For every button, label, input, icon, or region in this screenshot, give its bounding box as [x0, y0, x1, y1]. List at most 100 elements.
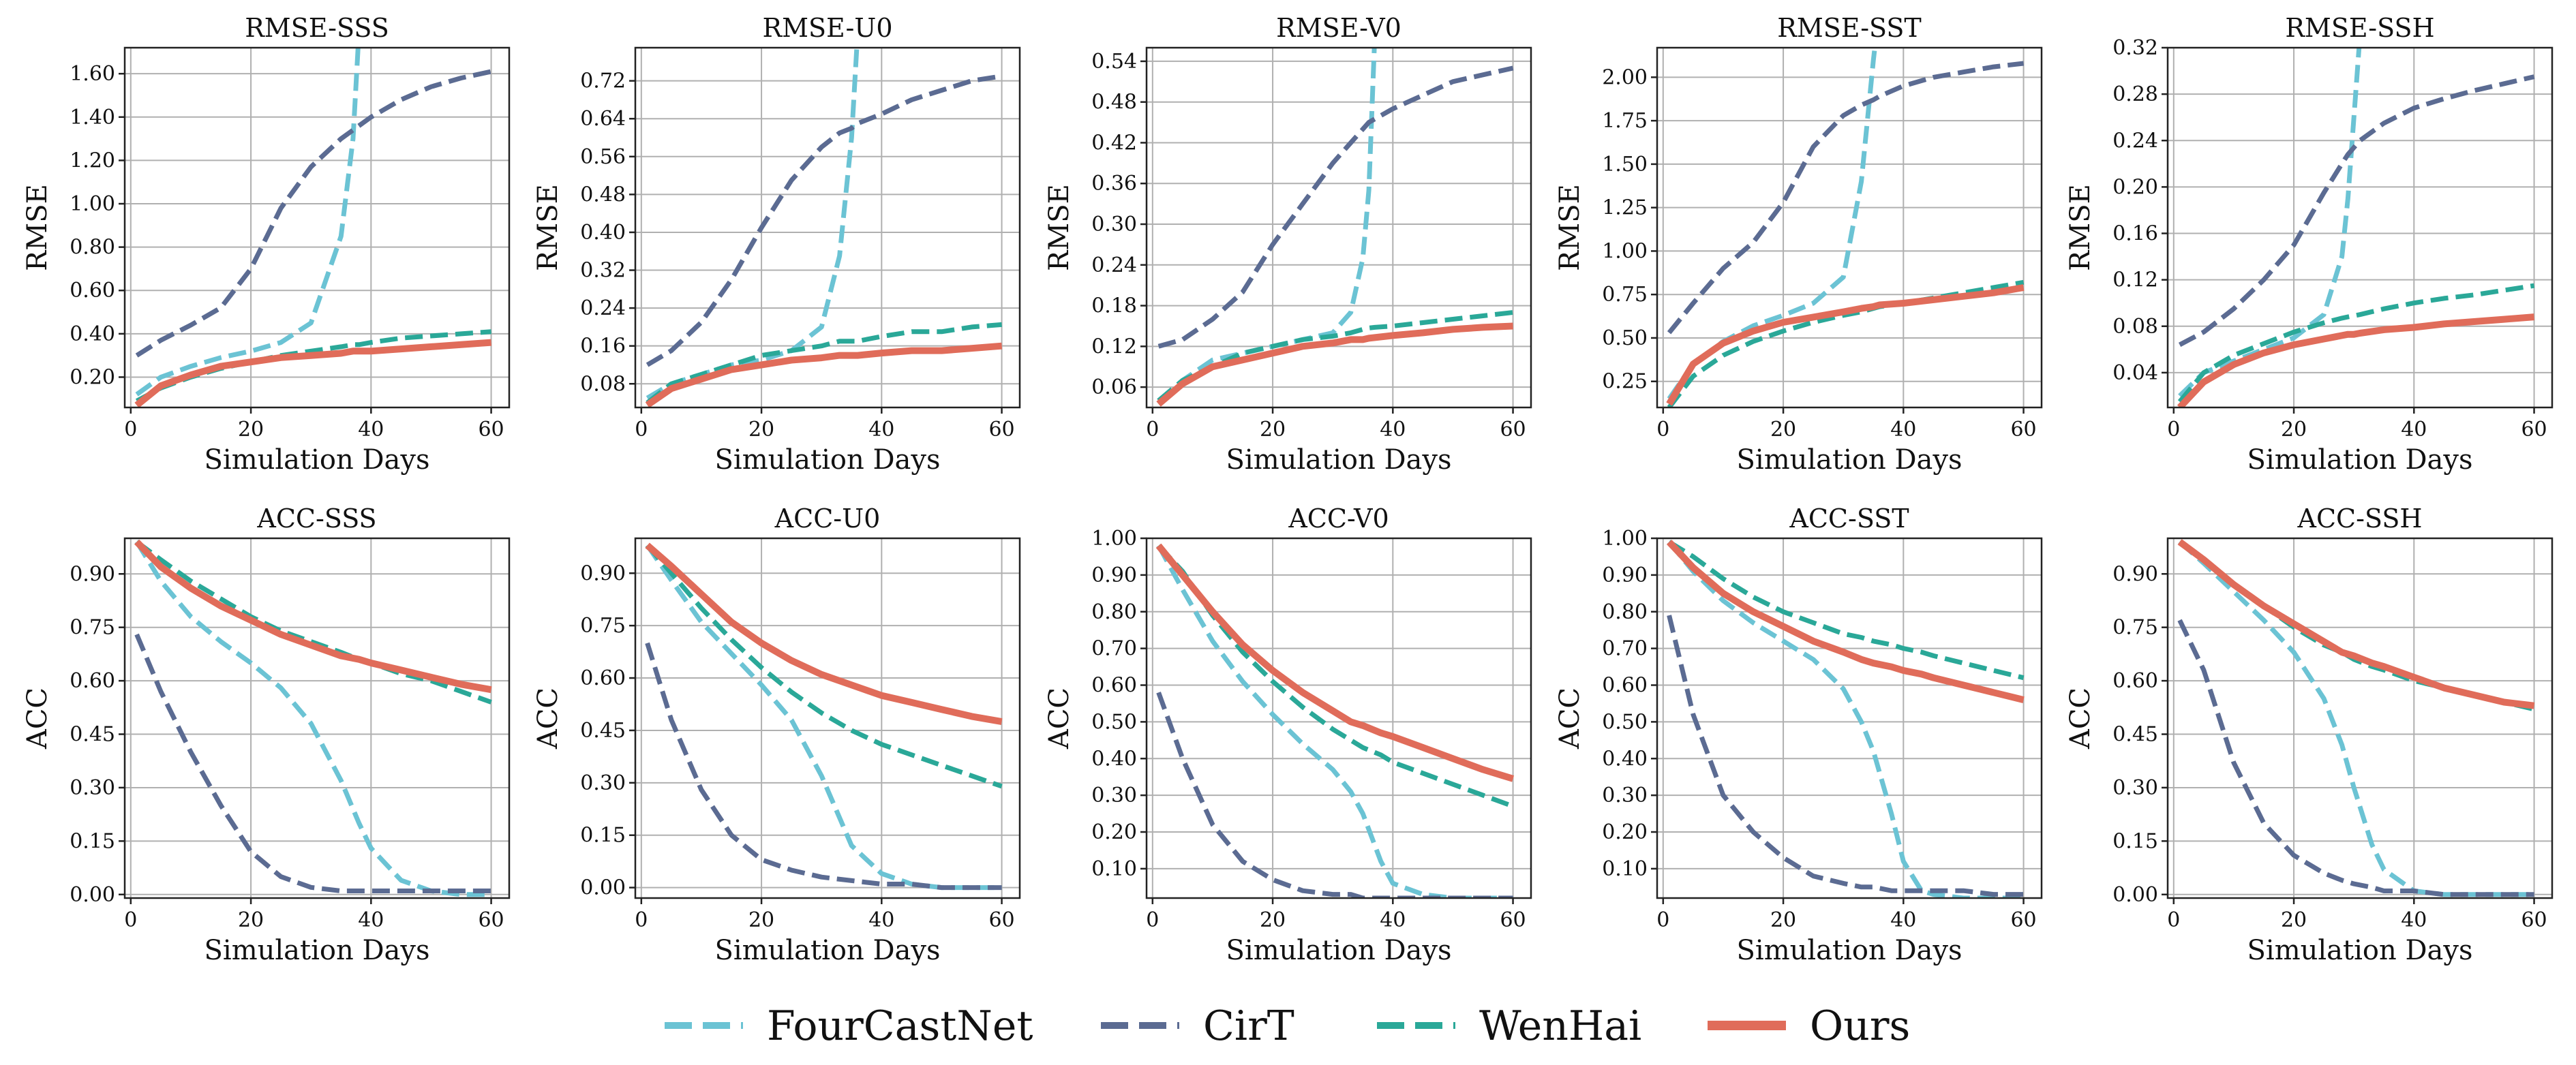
- y-tick-label: 0.60: [70, 669, 115, 693]
- x-tick-label: 20: [238, 418, 264, 442]
- y-tick-label: 0.08: [2112, 315, 2158, 339]
- y-tick-label: 0.72: [580, 70, 626, 93]
- y-tick-label: 0.16: [2112, 222, 2158, 246]
- x-tick-label: 40: [1890, 418, 1916, 442]
- y-tick-label: 0.90: [1602, 564, 1648, 587]
- y-tick-label: 0.42: [1091, 131, 1137, 155]
- panel-acc-sst: 0 20 40 60 0.10 0.20 0.30 0.40 0.50 0.60 0.70 0.80 0…: [1554, 504, 2043, 966]
- y-tick-label: 0.20: [1091, 820, 1137, 844]
- series-line-cirt: [1667, 615, 2024, 897]
- y-tick-label: 0.00: [580, 876, 626, 900]
- legend-label: FourCastNet: [767, 1002, 1033, 1050]
- y-axis-label: ACC: [532, 688, 564, 750]
- series-line-cirt: [134, 633, 491, 893]
- y-tick-label: 0.20: [70, 365, 115, 389]
- y-tick-label: 0.45: [2112, 723, 2158, 747]
- x-tick-label: 20: [1260, 908, 1286, 932]
- plot-frame: [2166, 537, 2554, 899]
- y-tick-label: 0.16: [580, 335, 626, 358]
- y-tick-label: 0.15: [580, 824, 626, 848]
- y-tick-label: 0.15: [2112, 829, 2158, 853]
- y-tick-label: 0.60: [2112, 669, 2158, 693]
- y-tick-label: 0.10: [1602, 857, 1648, 881]
- legend-label: CirT: [1203, 1002, 1294, 1050]
- x-tick-label: 20: [2281, 908, 2307, 932]
- y-tick-label: 0.60: [580, 666, 626, 690]
- panel-title: RMSE-SST: [1777, 13, 1922, 43]
- y-tick-label: 0.70: [1602, 637, 1648, 661]
- legend: FourCastNet CirT WenHai Ours: [665, 1002, 1910, 1050]
- y-tick-label: 0.30: [1091, 784, 1137, 807]
- y-tick-label: 1.00: [1602, 239, 1648, 263]
- series-line-wenhai: [2177, 283, 2535, 403]
- x-tick-label: 20: [2281, 418, 2307, 442]
- x-tick-label: 20: [748, 908, 774, 932]
- series-line-ours: [1155, 543, 1515, 782]
- x-axis-label: Simulation Days: [2247, 935, 2473, 966]
- y-tick-label: 0.50: [1091, 710, 1137, 734]
- y-tick-label: 0.12: [1091, 335, 1137, 358]
- x-tick-label: 20: [1770, 418, 1796, 442]
- y-tick-label: 0.50: [1602, 326, 1648, 350]
- panel-title: RMSE-SSH: [2285, 13, 2434, 43]
- series-line-ours: [2177, 313, 2534, 407]
- plot-frame: [1656, 537, 2043, 899]
- y-tick-label: 0.08: [580, 372, 626, 396]
- y-tick-label: 0.48: [580, 183, 626, 206]
- series-line-wenhai: [646, 322, 1002, 405]
- y-tick-label: 0.12: [2112, 268, 2158, 292]
- x-tick-label: 40: [868, 908, 894, 932]
- y-tick-label: 0.60: [70, 279, 115, 303]
- series-line-wenhai: [135, 329, 491, 403]
- x-tick-label: 20: [238, 908, 264, 932]
- y-tick-label: 0.70: [1091, 637, 1137, 661]
- y-tick-label: 2.00: [1602, 65, 1648, 89]
- x-axis-label: Simulation Days: [1737, 444, 1963, 476]
- x-tick-label: 0: [2167, 908, 2180, 932]
- panel-title: ACC-U0: [774, 504, 881, 534]
- series-line-wenhai: [645, 544, 1003, 789]
- legend-item-cirt: CirT: [1101, 1002, 1294, 1050]
- series-line-fourcastnet: [135, 48, 361, 397]
- y-axis-label: RMSE: [22, 184, 53, 271]
- y-tick-label: 1.60: [70, 62, 115, 86]
- plot-frame: [123, 537, 511, 899]
- legend-item-fourcastnet: FourCastNet: [665, 1002, 1033, 1050]
- y-tick-label: 0.30: [2112, 776, 2158, 800]
- x-tick-label: 40: [1380, 908, 1406, 932]
- x-tick-label: 40: [2401, 418, 2427, 442]
- y-tick-label: 0.30: [70, 776, 115, 800]
- y-tick-label: 1.25: [1602, 196, 1648, 220]
- x-axis-label: Simulation Days: [2247, 444, 2473, 476]
- series-line-fourcastnet: [1157, 48, 1377, 403]
- y-tick-label: 0.10: [1091, 857, 1137, 881]
- y-tick-label: 0.28: [2112, 82, 2158, 106]
- y-tick-label: 0.30: [1602, 784, 1648, 807]
- panel-title: ACC-V0: [1288, 504, 1389, 534]
- x-tick-label: 0: [124, 418, 137, 442]
- y-tick-label: 0.90: [580, 561, 626, 585]
- legend-label: Ours: [1810, 1002, 1910, 1050]
- x-axis-label: Simulation Days: [1226, 444, 1452, 476]
- series-line-fourcastnet: [1667, 540, 2024, 898]
- y-tick-label: 0.80: [1091, 600, 1137, 624]
- x-tick-label: 40: [868, 418, 894, 442]
- y-tick-label: 1.00: [70, 192, 115, 216]
- y-tick-label: 0.36: [1091, 172, 1137, 196]
- x-axis-label: Simulation Days: [1737, 935, 1963, 966]
- x-tick-label: 60: [1500, 908, 1526, 932]
- y-axis-label: ACC: [1554, 688, 1586, 750]
- y-tick-label: 0.54: [1091, 50, 1137, 74]
- x-tick-label: 0: [1146, 418, 1159, 442]
- series-line-ours: [1666, 539, 2025, 703]
- series-line-ours: [134, 339, 491, 407]
- x-tick-label: 20: [1770, 908, 1796, 932]
- series-line-ours: [1666, 284, 2025, 406]
- panel-acc-v0: 0 20 40 60 0.10 0.20 0.30 0.40 0.50 0.60 0.70 0.80 0…: [1044, 504, 1532, 966]
- y-tick-label: 0.00: [70, 883, 115, 907]
- panel-rmse-sss: 0 20 40 60 0.20 0.40 0.60 0.80 1.00 1.20 1.40 1.60 R…: [22, 13, 511, 476]
- y-tick-label: 0.60: [1091, 674, 1137, 698]
- y-axis-label: RMSE: [1554, 184, 1586, 271]
- series-line-ours: [2177, 539, 2535, 709]
- x-tick-label: 60: [1500, 418, 1526, 442]
